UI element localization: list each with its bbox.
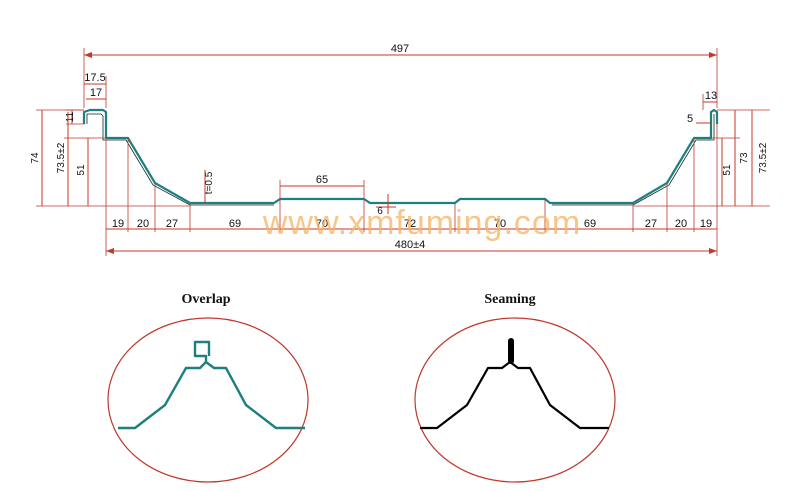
dim-right-lip: 13 5 xyxy=(687,90,717,125)
seg-27-left: 27 xyxy=(166,218,178,230)
overlap-caption: Overlap xyxy=(182,292,231,307)
dim-11-label: 11 xyxy=(65,111,76,122)
dim-6-label: 6 xyxy=(377,206,383,217)
seg-20-left: 20 xyxy=(137,218,149,230)
seg-20-right: 20 xyxy=(675,218,687,230)
dim-73-5-left-label: 73.5±2 xyxy=(56,142,67,173)
dim-65-label: 65 xyxy=(316,174,328,186)
dim-17-label: 17 xyxy=(90,87,102,99)
dim-73-label: 73 xyxy=(739,152,750,164)
dim-51-left-label: 51 xyxy=(76,164,87,176)
dim-5-label: 5 xyxy=(687,113,693,125)
thickness-label: t=0.5 xyxy=(204,171,215,194)
panel-profile xyxy=(82,108,719,206)
dim-thickness: t=0.5 xyxy=(204,170,215,203)
seg-72: 72 xyxy=(404,218,416,230)
dim-51-right-label: 51 xyxy=(722,164,733,176)
dim-left-lip: 17.5 17 xyxy=(84,72,107,108)
dim-480-label: 480±4 xyxy=(395,239,426,251)
seg-69-left: 69 xyxy=(229,218,241,230)
seg-69-right: 69 xyxy=(584,218,596,230)
seg-70-left: 70 xyxy=(316,218,328,230)
seaming-caption: Seaming xyxy=(484,292,535,307)
dim-497-label: 497 xyxy=(391,43,409,55)
seg-19-left: 19 xyxy=(112,218,124,230)
dim-flat-65: 65 xyxy=(279,174,365,199)
watermark: www.xmfuming.com xyxy=(262,204,581,242)
seg-19-right: 19 xyxy=(700,218,712,230)
seg-70-right: 70 xyxy=(494,218,506,230)
seg-27-right: 27 xyxy=(645,218,657,230)
seaming-detail: Seaming xyxy=(414,292,616,483)
dim-bottom-segments: 19 20 27 69 70 72 70 69 27 20 19 xyxy=(105,124,718,256)
dim-17-5-label: 17.5 xyxy=(84,72,105,84)
dim-right-heights: 73 73.5±2 51 xyxy=(633,109,770,207)
dim-74-label: 74 xyxy=(30,152,41,164)
dim-73-5-right-label: 73.5±2 xyxy=(758,142,769,173)
dim-center-6: 6 xyxy=(376,194,396,217)
dim-overall-top: 497 xyxy=(83,43,718,108)
overlap-detail: Overlap xyxy=(107,292,309,483)
dim-overall-bottom: 480±4 xyxy=(106,239,717,254)
dim-13-label: 13 xyxy=(705,90,717,102)
dim-left-heights: 74 73.5±2 51 xyxy=(30,109,190,207)
